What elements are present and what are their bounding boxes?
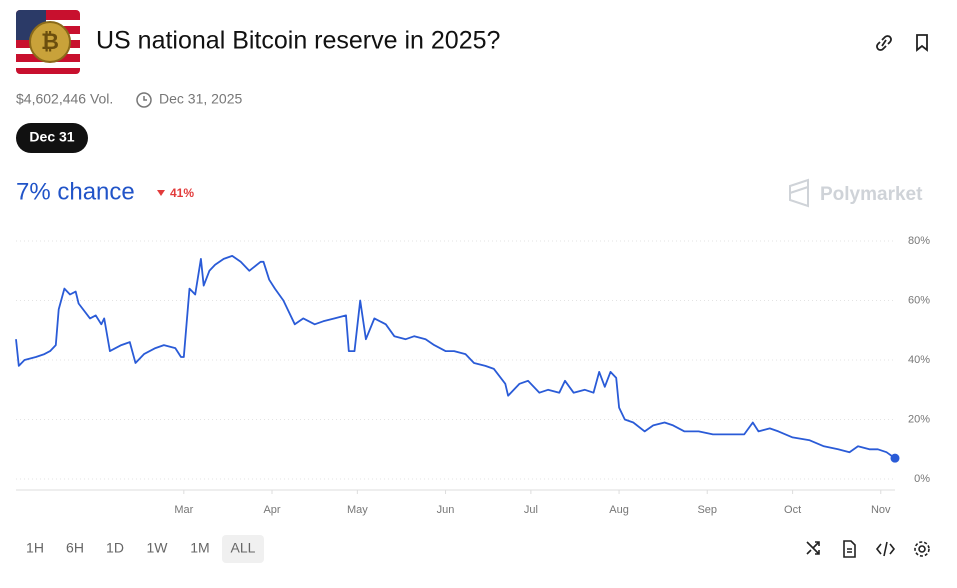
x-tick-label: Mar: [174, 504, 193, 516]
embed-button[interactable]: [875, 541, 896, 557]
date-pill-label: Dec 31: [29, 129, 74, 145]
x-tick-label: Nov: [871, 504, 891, 516]
market-icon: ₿: [16, 10, 80, 74]
clock-icon: [136, 92, 152, 108]
x-tick-label: Apr: [263, 504, 280, 516]
y-tick-label: 0%: [914, 473, 930, 485]
range-active: [222, 535, 264, 563]
shuffle-button[interactable]: [806, 541, 820, 555]
svg-text:₿: ₿: [41, 29, 59, 54]
change: 41%: [170, 186, 194, 200]
chance: 7% chance: [16, 178, 135, 205]
range-selector: 1H 6H 1D 1W 1M ALL: [26, 535, 264, 563]
end-dot: [890, 453, 900, 463]
range-button[interactable]: 1W: [147, 540, 169, 556]
date-pill[interactable]: [16, 123, 88, 153]
y-tick-label: 60%: [908, 294, 930, 306]
down-arrow: [157, 190, 165, 196]
x-tick-label: Jun: [437, 504, 455, 516]
y-tick-label: 80%: [908, 235, 930, 247]
y-tick-label: 20%: [908, 413, 930, 425]
market-title: US national Bitcoin reserve in 2025?: [96, 27, 500, 55]
x-tick-label: Oct: [784, 504, 801, 516]
range-button[interactable]: 6H: [66, 540, 84, 556]
link-button[interactable]: [876, 35, 892, 51]
range-button[interactable]: ALL: [231, 540, 256, 556]
y-tick-label: 40%: [908, 354, 930, 366]
range-button[interactable]: 1D: [106, 540, 124, 556]
brand-logo: [789, 178, 809, 208]
range-button[interactable]: 1M: [190, 540, 209, 556]
x-tick-label: Sep: [697, 504, 717, 516]
end-date: Dec 31, 2025: [159, 91, 242, 107]
range-button[interactable]: 1H: [26, 540, 44, 556]
brand-name: Polymarket: [820, 184, 923, 205]
notes-button[interactable]: [843, 540, 856, 558]
x-tick-label: Jul: [524, 504, 538, 516]
toolbar: [806, 540, 930, 558]
settings-button[interactable]: [914, 541, 930, 557]
x-tick-label: May: [347, 504, 368, 516]
volume: $4,602,446 Vol.: [16, 91, 113, 107]
chart: 0% 20% 40% 60% 80% Mar Apr May Jun Jul Aug Sep Oct No…: [15, 235, 930, 516]
price-line: [15, 255, 896, 459]
x-tick-label: Aug: [609, 504, 629, 516]
bookmark-button[interactable]: [916, 34, 928, 52]
